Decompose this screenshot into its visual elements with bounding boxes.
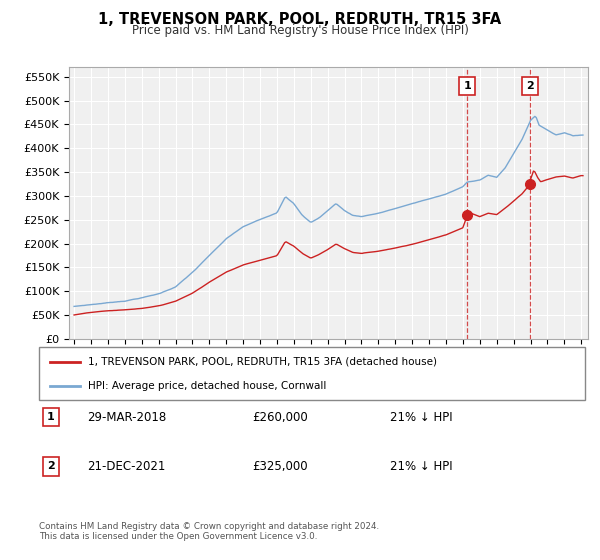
Text: £260,000: £260,000 <box>252 410 308 424</box>
Text: 21% ↓ HPI: 21% ↓ HPI <box>390 460 452 473</box>
Text: 1, TREVENSON PARK, POOL, REDRUTH, TR15 3FA: 1, TREVENSON PARK, POOL, REDRUTH, TR15 3… <box>98 12 502 27</box>
Text: Contains HM Land Registry data © Crown copyright and database right 2024.
This d: Contains HM Land Registry data © Crown c… <box>39 522 379 542</box>
Text: 2: 2 <box>526 81 534 91</box>
Text: 21-DEC-2021: 21-DEC-2021 <box>87 460 166 473</box>
Text: 1: 1 <box>47 412 55 422</box>
Text: 21% ↓ HPI: 21% ↓ HPI <box>390 410 452 424</box>
Text: 1: 1 <box>463 81 471 91</box>
Text: 1, TREVENSON PARK, POOL, REDRUTH, TR15 3FA (detached house): 1, TREVENSON PARK, POOL, REDRUTH, TR15 3… <box>88 357 437 367</box>
Text: £325,000: £325,000 <box>252 460 308 473</box>
Text: HPI: Average price, detached house, Cornwall: HPI: Average price, detached house, Corn… <box>88 381 326 391</box>
Text: 29-MAR-2018: 29-MAR-2018 <box>87 410 166 424</box>
Text: 2: 2 <box>47 461 55 472</box>
Text: Price paid vs. HM Land Registry's House Price Index (HPI): Price paid vs. HM Land Registry's House … <box>131 24 469 37</box>
